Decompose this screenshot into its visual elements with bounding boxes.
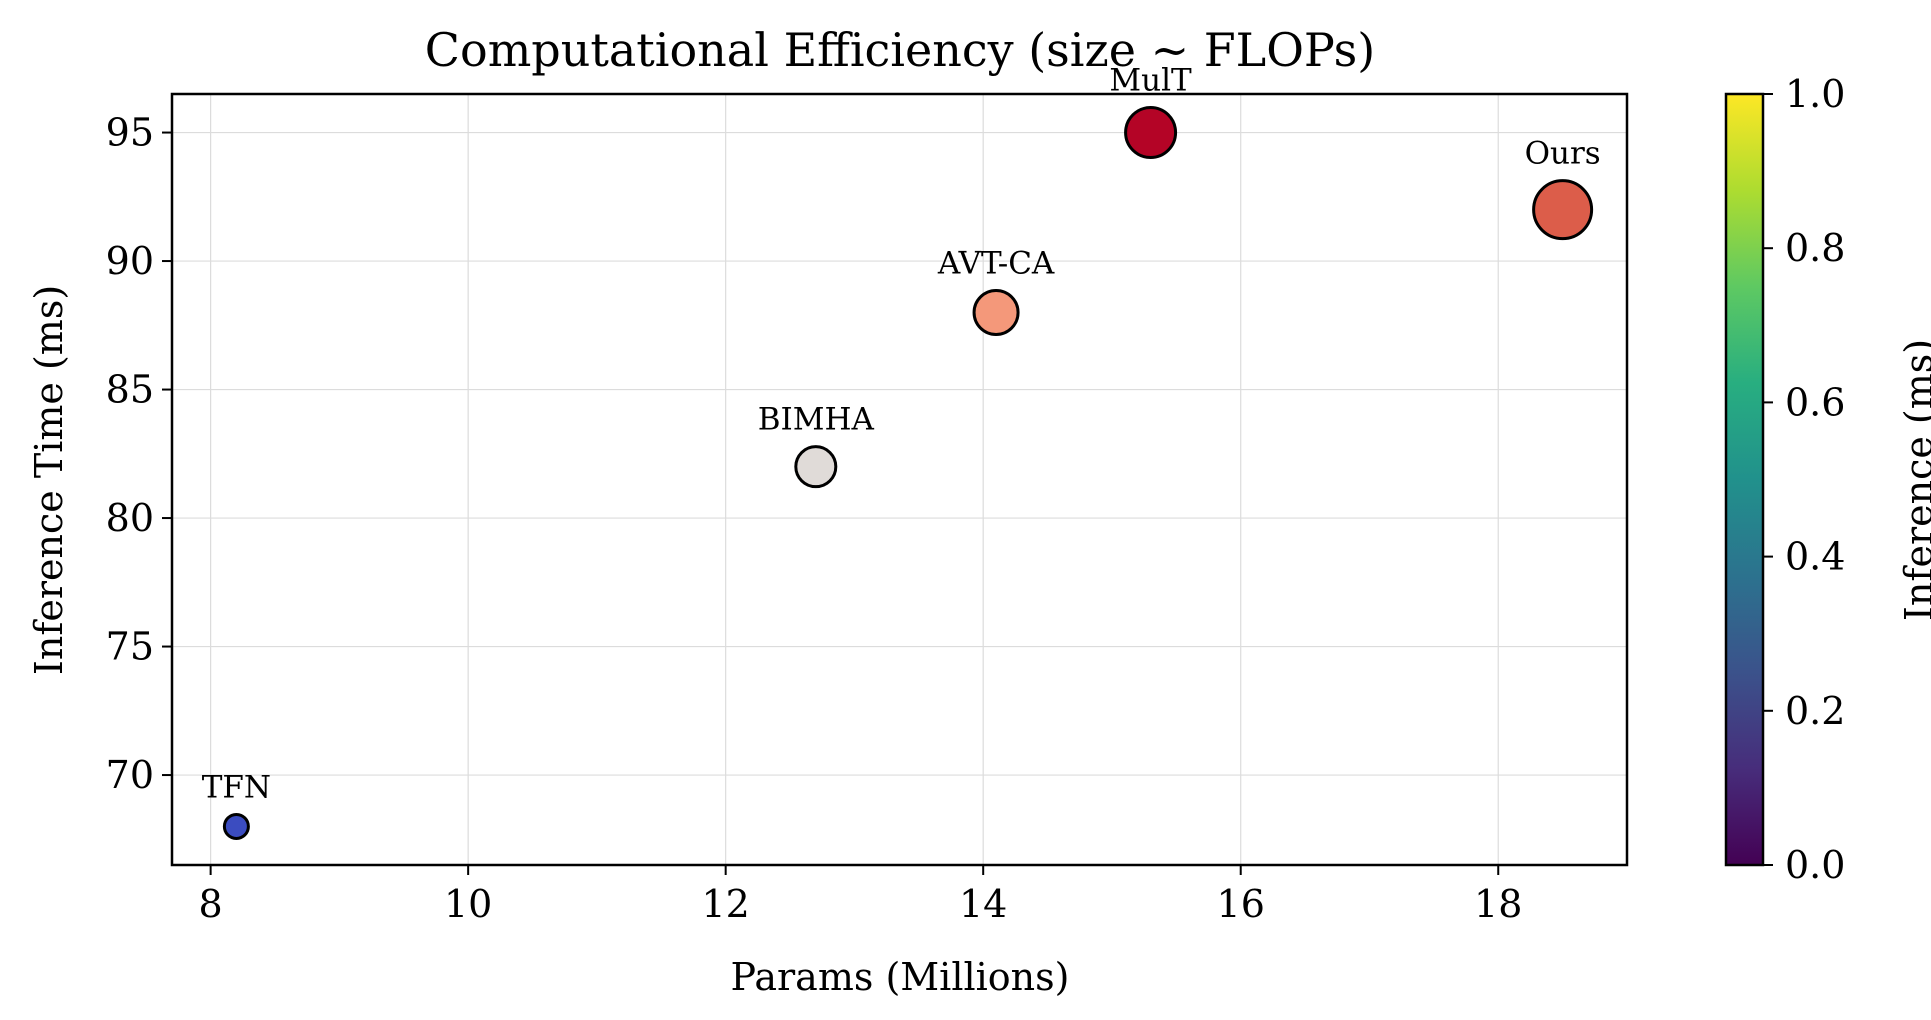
y-tick-label: 95 — [106, 111, 154, 155]
y-tick-label: 90 — [106, 239, 154, 283]
data-point — [1532, 179, 1594, 241]
y-tick-label: 75 — [106, 625, 154, 669]
plot-frame — [170, 92, 1629, 867]
grid — [172, 94, 1627, 865]
colorbar-tick-label: 0.8 — [1785, 226, 1845, 270]
x-tick-label: 8 — [199, 882, 223, 926]
chart-title: Computational Efficiency (size ~ FLOPs) — [425, 23, 1375, 77]
colorbar-tick-label: 1.0 — [1785, 72, 1845, 116]
colorbar-tick-label: 0.6 — [1785, 380, 1845, 424]
colorbar: 0.0 0.2 0.4 0.6 0.8 1.0 Inference (ms) — [1724, 72, 1931, 887]
data-point — [972, 288, 1020, 336]
y-axis-label: Inference Time (ms) — [27, 285, 71, 675]
point-label: Ours — [1525, 136, 1601, 172]
y-tick-label: 70 — [106, 753, 154, 797]
x-axis-label: Params (Millions) — [731, 955, 1070, 999]
points: TFN BIMHA AVT-CA MulT Ours — [202, 63, 1601, 840]
y-tick-label: 80 — [106, 496, 154, 540]
x-tick-label: 18 — [1474, 882, 1522, 926]
x-tick-label: 16 — [1217, 882, 1265, 926]
colorbar-gradient — [1724, 92, 1765, 867]
data-point — [1124, 106, 1178, 160]
x-tick-label: 10 — [444, 882, 492, 926]
colorbar-tick-label: 0.4 — [1785, 535, 1845, 579]
colorbar-tick-label: 0.0 — [1785, 843, 1845, 887]
colorbar-tick-label: 0.2 — [1785, 689, 1845, 733]
point-label: AVT-CA — [937, 245, 1055, 281]
colorbar-ticks: 0.0 0.2 0.4 0.6 0.8 1.0 — [1763, 72, 1845, 887]
point-label: MulT — [1109, 63, 1192, 99]
x-tick-label: 12 — [701, 882, 749, 926]
data-point — [794, 445, 838, 489]
colorbar-label: Inference (ms) — [1897, 339, 1931, 621]
y-axis-ticks: 70 75 80 85 90 95 — [106, 111, 172, 797]
x-axis-ticks: 8 10 12 14 16 18 — [199, 865, 1522, 926]
point-label: BIMHA — [758, 402, 875, 438]
point-label: TFN — [202, 769, 271, 805]
data-point — [222, 812, 250, 840]
y-tick-label: 85 — [106, 368, 154, 412]
x-tick-label: 14 — [959, 882, 1007, 926]
